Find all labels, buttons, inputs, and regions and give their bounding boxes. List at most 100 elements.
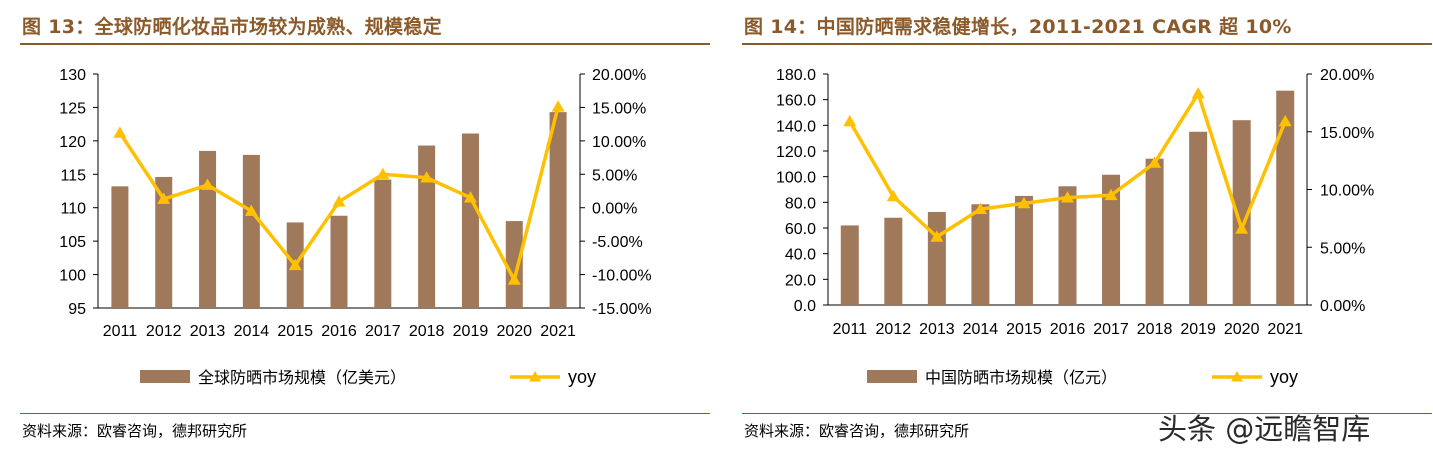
yoy-marker [886,189,900,202]
legend-line-marker [1231,371,1243,382]
x-tick-label: 2017 [365,323,401,340]
yoy-marker [1191,87,1205,99]
x-tick-label: 2014 [963,321,999,338]
x-tick-label: 2015 [277,323,313,340]
chart-panel-china: 图 14：中国防晒需求稳健增长，2011-2021 CAGR 超 10% 180… [742,0,1432,455]
y2-tick-label: 15.00% [592,100,646,117]
y-tick-label: 130 [59,67,86,84]
bar [199,150,217,308]
yoy-marker [463,191,477,203]
yoy-marker [843,114,857,127]
bar [1145,158,1164,305]
bar [330,215,348,308]
yoy-marker [157,192,171,204]
chart-title: 图 14：中国防晒需求稳健增长，2011-2021 CAGR 超 10% [744,16,1292,38]
yoy-marker [507,273,521,285]
y-tick-label: 0.0 [794,298,816,315]
x-tick-label: 2013 [190,323,226,340]
yoy-marker [113,126,127,138]
china-sunscreen-chart: 180.0 160.0 140.0 120.0 100.0 80.0 60.0 40.0 20.… [776,67,1374,387]
watermark: 头条 @远瞻智库 [1158,412,1371,446]
y-tick-label: 20.0 [785,272,816,289]
y-tick-label: 140.0 [776,118,816,135]
x-tick-label: 2014 [234,323,270,340]
y2-tick-label: 5.00% [592,167,637,184]
y2-tick-label: -15.00% [592,301,652,318]
bar [505,221,523,308]
source-divider [20,413,710,414]
bar [1232,120,1251,305]
y2-tick-label: 15.00% [1320,125,1374,142]
bar [840,225,859,305]
bar [418,145,436,308]
chart-title: 图 13：全球防晒化妆品市场较为成熟、规模稳定 [22,16,442,38]
yoy-marker [930,230,944,242]
x-tick-label: 2011 [103,323,138,340]
y2-tick-label: 10.00% [1320,183,1374,200]
global-sunscreen-chart: 130 125 120 115 110 105 100 95 20.00% 15.00% 10.00… [59,67,652,387]
yoy-marker [1148,156,1162,168]
x-tick-label: 2016 [321,323,357,340]
y-tick-label: 115 [60,167,86,184]
x-tick-label: 2018 [409,323,445,340]
y-tick-label: 95 [68,301,86,318]
y-tick-label: 110 [60,201,86,218]
legend-bar-swatch [867,370,917,383]
bar [927,211,946,305]
y-tick-label: 100 [59,268,86,285]
yoy-marker [244,204,258,216]
bar [1102,174,1121,305]
x-tick-label: 2019 [453,323,489,340]
bar [374,179,392,308]
y-tick-label: 120.0 [776,144,816,161]
bar [1014,195,1033,305]
y2-tick-label: 20.00% [1320,67,1374,84]
yoy-marker [1278,114,1292,127]
y2-tick-label: 0.00% [592,201,637,218]
y2-tick-label: -10.00% [592,268,652,285]
yoy-marker [973,202,987,215]
y-tick-label: 180.0 [776,67,816,84]
x-tick-label: 2019 [1180,321,1216,338]
bar [971,204,990,305]
x-tick-label: 2011 [833,321,868,338]
chart-panel-global: 图 13：全球防晒化妆品市场较为成熟、规模稳定 130 125 120 115 110 1… [20,0,710,455]
x-tick-label: 2013 [919,321,955,338]
x-tick-label: 2021 [540,323,576,340]
y-tick-label: 105 [59,234,86,251]
x-tick-label: 2020 [1224,321,1260,338]
yoy-marker [201,178,215,190]
bar [242,154,260,308]
yoy-marker [1061,191,1074,203]
title-divider [20,43,710,45]
bar [111,186,129,308]
bar [549,112,567,308]
source-note: 资料来源：欧睿咨询，德邦研究所 [22,422,248,440]
y2-tick-label: 0.00% [1320,298,1365,315]
legend-line-marker [529,371,541,382]
bar [461,133,479,308]
y-tick-label: 120 [59,134,86,151]
legend-line-label: yoy [568,367,596,387]
bar [1058,186,1077,305]
bar [155,176,173,308]
y2-tick-label: 20.00% [592,67,646,84]
y2-tick-label: 10.00% [592,134,646,151]
bar [1276,90,1295,305]
x-tick-label: 2021 [1267,321,1303,338]
x-tick-label: 2018 [1137,321,1173,338]
yoy-marker [1104,188,1118,201]
yoy-marker [332,195,346,207]
y2-tick-label: 5.00% [1320,240,1365,257]
yoy-marker [376,167,390,180]
source-divider [742,413,1432,414]
x-tick-label: 2012 [146,323,182,340]
x-tick-label: 2017 [1093,321,1129,338]
bar [1189,131,1208,305]
legend-bar-label: 中国防晒市场规模（亿元） [925,369,1117,387]
legend-line-label: yoy [1270,367,1298,387]
x-tick-label: 2015 [1006,321,1042,338]
yoy-marker [551,100,565,112]
source-note: 资料来源：欧睿咨询，德邦研究所 [744,422,970,440]
title-divider [742,43,1432,45]
